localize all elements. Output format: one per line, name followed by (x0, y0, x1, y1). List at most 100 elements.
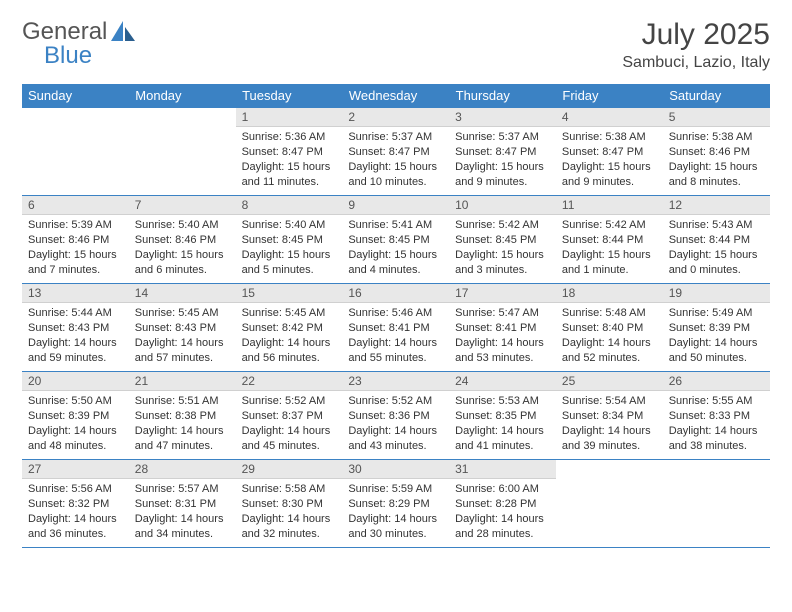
calendar-day-cell: 24Sunrise: 5:53 AMSunset: 8:35 PMDayligh… (449, 372, 556, 460)
calendar-day-cell: 13Sunrise: 5:44 AMSunset: 8:43 PMDayligh… (22, 284, 129, 372)
day-details: Sunrise: 5:47 AMSunset: 8:41 PMDaylight:… (449, 303, 556, 369)
calendar-day-cell: 8Sunrise: 5:40 AMSunset: 8:45 PMDaylight… (236, 196, 343, 284)
day-number: 26 (663, 372, 770, 391)
calendar-body: 1Sunrise: 5:36 AMSunset: 8:47 PMDaylight… (22, 108, 770, 548)
day-number: 2 (342, 108, 449, 127)
logo-sail-icon (111, 21, 137, 43)
day-number: 17 (449, 284, 556, 303)
calendar-day-cell: 4Sunrise: 5:38 AMSunset: 8:47 PMDaylight… (556, 108, 663, 196)
day-details: Sunrise: 5:52 AMSunset: 8:36 PMDaylight:… (342, 391, 449, 457)
day-details: Sunrise: 5:51 AMSunset: 8:38 PMDaylight:… (129, 391, 236, 457)
day-details: Sunrise: 5:56 AMSunset: 8:32 PMDaylight:… (22, 479, 129, 545)
day-details: Sunrise: 5:52 AMSunset: 8:37 PMDaylight:… (236, 391, 343, 457)
calendar-day-cell: 11Sunrise: 5:42 AMSunset: 8:44 PMDayligh… (556, 196, 663, 284)
title-block: July 2025 Sambuci, Lazio, Italy (622, 18, 770, 72)
day-number: 12 (663, 196, 770, 215)
calendar-day-cell: 22Sunrise: 5:52 AMSunset: 8:37 PMDayligh… (236, 372, 343, 460)
calendar-day-cell: 16Sunrise: 5:46 AMSunset: 8:41 PMDayligh… (342, 284, 449, 372)
day-number: 13 (22, 284, 129, 303)
header: General July 2025 Sambuci, Lazio, Italy (22, 18, 770, 72)
calendar-empty-cell (22, 108, 129, 196)
day-details: Sunrise: 5:42 AMSunset: 8:44 PMDaylight:… (556, 215, 663, 281)
calendar-day-cell: 18Sunrise: 5:48 AMSunset: 8:40 PMDayligh… (556, 284, 663, 372)
day-details: Sunrise: 5:43 AMSunset: 8:44 PMDaylight:… (663, 215, 770, 281)
weekday-header: Wednesday (342, 84, 449, 108)
day-number: 9 (342, 196, 449, 215)
day-details: Sunrise: 5:59 AMSunset: 8:29 PMDaylight:… (342, 479, 449, 545)
day-details: Sunrise: 5:48 AMSunset: 8:40 PMDaylight:… (556, 303, 663, 369)
day-number: 23 (342, 372, 449, 391)
day-details: Sunrise: 5:45 AMSunset: 8:42 PMDaylight:… (236, 303, 343, 369)
day-details: Sunrise: 5:37 AMSunset: 8:47 PMDaylight:… (342, 127, 449, 193)
day-number: 31 (449, 460, 556, 479)
day-number: 28 (129, 460, 236, 479)
day-details: Sunrise: 5:44 AMSunset: 8:43 PMDaylight:… (22, 303, 129, 369)
calendar-day-cell: 12Sunrise: 5:43 AMSunset: 8:44 PMDayligh… (663, 196, 770, 284)
calendar-week-row: 6Sunrise: 5:39 AMSunset: 8:46 PMDaylight… (22, 196, 770, 284)
calendar-table: SundayMondayTuesdayWednesdayThursdayFrid… (22, 84, 770, 548)
day-number: 3 (449, 108, 556, 127)
day-details: Sunrise: 5:54 AMSunset: 8:34 PMDaylight:… (556, 391, 663, 457)
day-number: 21 (129, 372, 236, 391)
day-details: Sunrise: 5:55 AMSunset: 8:33 PMDaylight:… (663, 391, 770, 457)
calendar-empty-cell (129, 108, 236, 196)
calendar-day-cell: 29Sunrise: 5:58 AMSunset: 8:30 PMDayligh… (236, 460, 343, 548)
calendar-empty-cell (556, 460, 663, 548)
day-details: Sunrise: 5:41 AMSunset: 8:45 PMDaylight:… (342, 215, 449, 281)
day-number: 30 (342, 460, 449, 479)
day-details: Sunrise: 5:39 AMSunset: 8:46 PMDaylight:… (22, 215, 129, 281)
day-number: 15 (236, 284, 343, 303)
day-details: Sunrise: 5:58 AMSunset: 8:30 PMDaylight:… (236, 479, 343, 545)
month-title: July 2025 (622, 18, 770, 52)
day-number: 19 (663, 284, 770, 303)
calendar-day-cell: 7Sunrise: 5:40 AMSunset: 8:46 PMDaylight… (129, 196, 236, 284)
day-details: Sunrise: 5:38 AMSunset: 8:46 PMDaylight:… (663, 127, 770, 193)
day-number: 4 (556, 108, 663, 127)
day-number: 8 (236, 196, 343, 215)
calendar-day-cell: 10Sunrise: 5:42 AMSunset: 8:45 PMDayligh… (449, 196, 556, 284)
location: Sambuci, Lazio, Italy (622, 54, 770, 72)
calendar-day-cell: 3Sunrise: 5:37 AMSunset: 8:47 PMDaylight… (449, 108, 556, 196)
calendar-day-cell: 6Sunrise: 5:39 AMSunset: 8:46 PMDaylight… (22, 196, 129, 284)
day-number: 6 (22, 196, 129, 215)
day-details: Sunrise: 5:40 AMSunset: 8:45 PMDaylight:… (236, 215, 343, 281)
day-number: 24 (449, 372, 556, 391)
calendar-day-cell: 14Sunrise: 5:45 AMSunset: 8:43 PMDayligh… (129, 284, 236, 372)
calendar-week-row: 20Sunrise: 5:50 AMSunset: 8:39 PMDayligh… (22, 372, 770, 460)
weekday-header: Tuesday (236, 84, 343, 108)
day-number: 14 (129, 284, 236, 303)
day-details: Sunrise: 5:37 AMSunset: 8:47 PMDaylight:… (449, 127, 556, 193)
calendar-day-cell: 20Sunrise: 5:50 AMSunset: 8:39 PMDayligh… (22, 372, 129, 460)
calendar-week-row: 13Sunrise: 5:44 AMSunset: 8:43 PMDayligh… (22, 284, 770, 372)
calendar-empty-cell (663, 460, 770, 548)
day-details: Sunrise: 5:42 AMSunset: 8:45 PMDaylight:… (449, 215, 556, 281)
day-details: Sunrise: 5:50 AMSunset: 8:39 PMDaylight:… (22, 391, 129, 457)
calendar-day-cell: 5Sunrise: 5:38 AMSunset: 8:46 PMDaylight… (663, 108, 770, 196)
calendar-day-cell: 19Sunrise: 5:49 AMSunset: 8:39 PMDayligh… (663, 284, 770, 372)
day-details: Sunrise: 5:40 AMSunset: 8:46 PMDaylight:… (129, 215, 236, 281)
day-details: Sunrise: 5:38 AMSunset: 8:47 PMDaylight:… (556, 127, 663, 193)
day-details: Sunrise: 5:45 AMSunset: 8:43 PMDaylight:… (129, 303, 236, 369)
day-number: 16 (342, 284, 449, 303)
day-number: 11 (556, 196, 663, 215)
day-number: 22 (236, 372, 343, 391)
weekday-header: Thursday (449, 84, 556, 108)
calendar-week-row: 1Sunrise: 5:36 AMSunset: 8:47 PMDaylight… (22, 108, 770, 196)
calendar-day-cell: 28Sunrise: 5:57 AMSunset: 8:31 PMDayligh… (129, 460, 236, 548)
calendar-day-cell: 27Sunrise: 5:56 AMSunset: 8:32 PMDayligh… (22, 460, 129, 548)
calendar-day-cell: 9Sunrise: 5:41 AMSunset: 8:45 PMDaylight… (342, 196, 449, 284)
calendar-day-cell: 17Sunrise: 5:47 AMSunset: 8:41 PMDayligh… (449, 284, 556, 372)
logo-text-2: Blue (44, 42, 92, 70)
calendar-day-cell: 30Sunrise: 5:59 AMSunset: 8:29 PMDayligh… (342, 460, 449, 548)
day-number: 1 (236, 108, 343, 127)
day-number: 18 (556, 284, 663, 303)
weekday-header: Sunday (22, 84, 129, 108)
calendar-day-cell: 15Sunrise: 5:45 AMSunset: 8:42 PMDayligh… (236, 284, 343, 372)
calendar-day-cell: 23Sunrise: 5:52 AMSunset: 8:36 PMDayligh… (342, 372, 449, 460)
day-number: 7 (129, 196, 236, 215)
calendar-day-cell: 26Sunrise: 5:55 AMSunset: 8:33 PMDayligh… (663, 372, 770, 460)
day-number: 27 (22, 460, 129, 479)
day-details: Sunrise: 5:53 AMSunset: 8:35 PMDaylight:… (449, 391, 556, 457)
calendar-week-row: 27Sunrise: 5:56 AMSunset: 8:32 PMDayligh… (22, 460, 770, 548)
day-details: Sunrise: 5:57 AMSunset: 8:31 PMDaylight:… (129, 479, 236, 545)
